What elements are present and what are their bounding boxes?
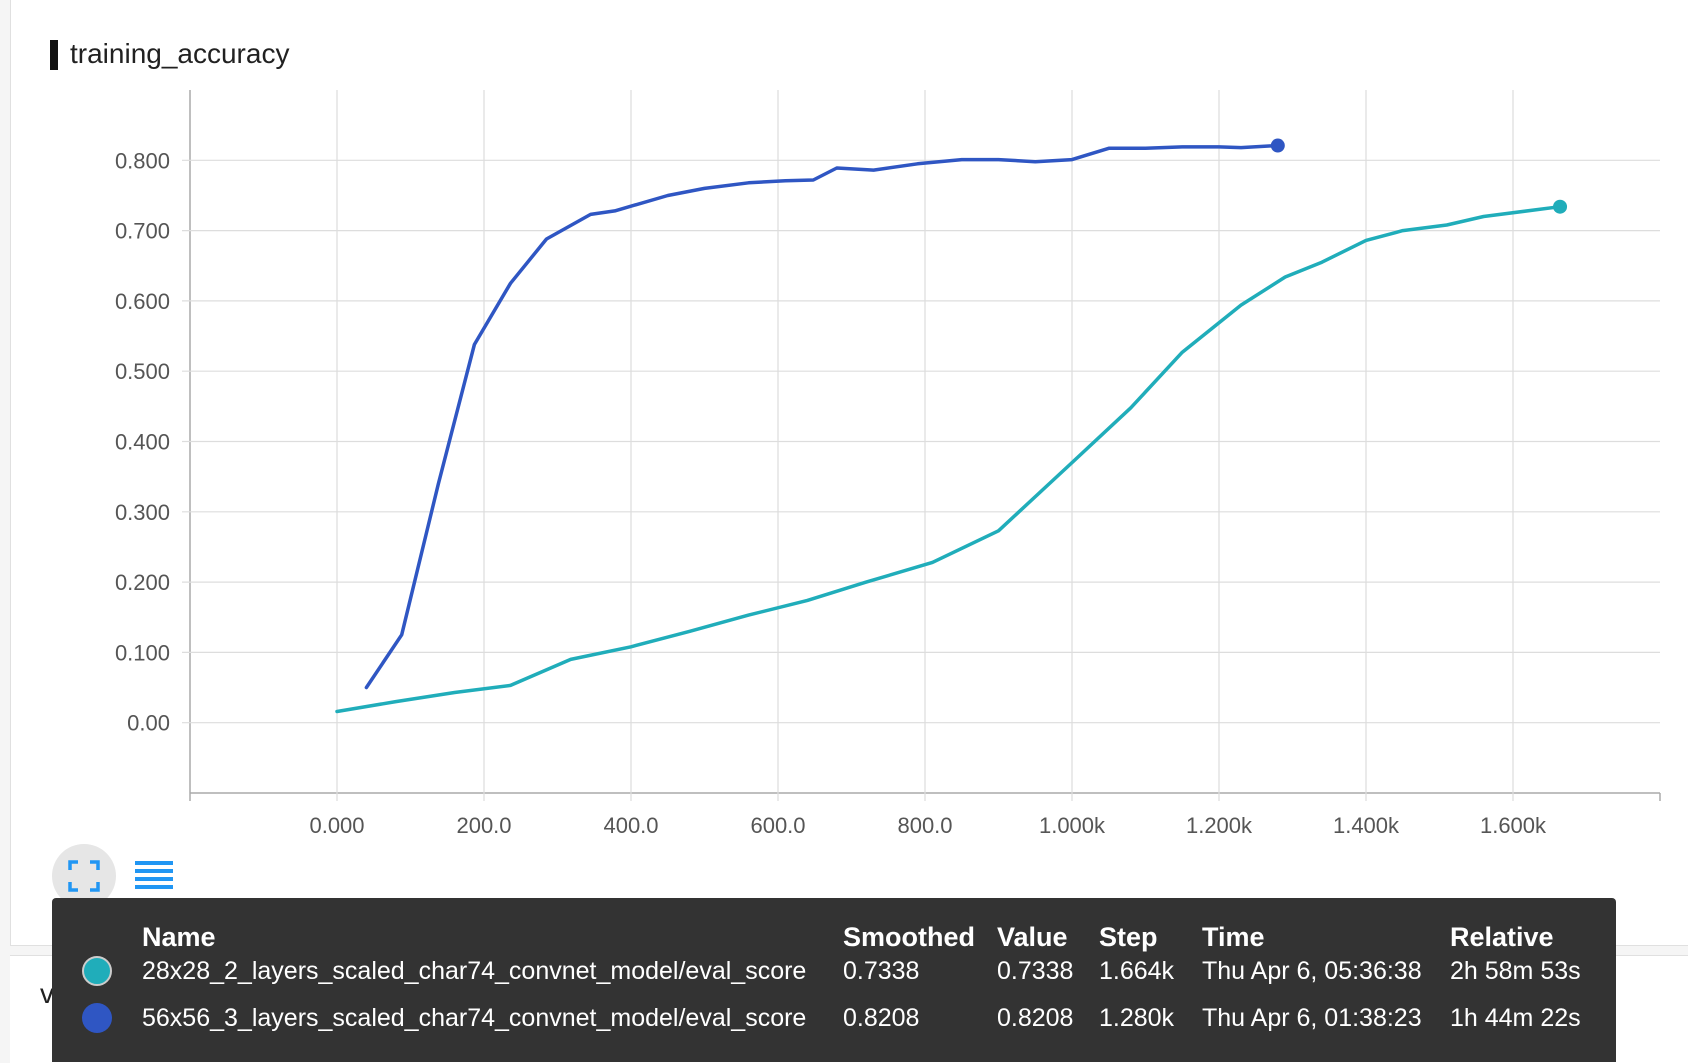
x-tick-label: 800.0 (897, 813, 952, 838)
row-smoothed: 0.7338 (843, 957, 920, 985)
header-smoothed: Smoothed (843, 922, 975, 952)
fullscreen-icon (68, 860, 100, 892)
row-relative: 2h 58m 53s (1450, 957, 1581, 985)
line-chart[interactable]: 0.000 200.0 400.0 600.0 800.0 1.000k 1.200k 1.4… (0, 0, 1688, 860)
series-swatch-56x56 (82, 1003, 112, 1033)
row-value: 0.7338 (997, 957, 1074, 985)
y-tick-label: 0.500 (115, 359, 170, 384)
y-tick-label: 0.00 (127, 711, 170, 736)
row-name: 56x56_3_layers_scaled_char74_convnet_mod… (142, 1004, 807, 1032)
x-tick-label: 1.200k (1186, 813, 1253, 838)
x-tick-label: 1.600k (1480, 813, 1547, 838)
y-tick-label: 0.400 (115, 430, 170, 455)
header-time: Time (1202, 922, 1265, 952)
x-tick-label: 600.0 (750, 813, 805, 838)
header-value: Value (997, 922, 1068, 952)
data-tooltip: Name Smoothed Value Step Time Relative 2… (52, 898, 1616, 1062)
y-tick-label: 0.700 (115, 219, 170, 244)
series-endpoint-1 (1270, 138, 1285, 153)
row-value: 0.8208 (997, 1004, 1074, 1032)
y-tick-label: 0.100 (115, 640, 170, 665)
x-tick-label: 1.000k (1039, 813, 1106, 838)
row-step: 1.664k (1099, 957, 1175, 985)
series-swatch-28x28 (82, 956, 112, 986)
title-marker (50, 40, 58, 70)
toggle-lines-button[interactable] (122, 844, 186, 908)
y-tick-label: 0.300 (115, 500, 170, 525)
row-smoothed: 0.8208 (843, 1004, 920, 1032)
x-tick-label: 0.000 (309, 813, 364, 838)
header-name: Name (142, 922, 216, 952)
series-line-1 (364, 143, 1280, 690)
row-time: Thu Apr 6, 05:36:38 (1202, 957, 1422, 985)
row-relative: 1h 44m 22s (1450, 1004, 1581, 1032)
fullscreen-button[interactable] (52, 844, 116, 908)
lines-icon (135, 861, 173, 889)
header-step: Step (1099, 922, 1158, 952)
x-tick-label: 200.0 (456, 813, 511, 838)
row-name: 28x28_2_layers_scaled_char74_convnet_mod… (142, 957, 807, 985)
chart-title: training_accuracy (70, 38, 290, 69)
y-tick-label: 0.800 (115, 148, 170, 173)
row-time: Thu Apr 6, 01:38:23 (1202, 1004, 1422, 1032)
y-tick-label: 0.600 (115, 289, 170, 314)
header-relative: Relative (1450, 922, 1554, 952)
x-tick-label: 400.0 (603, 813, 658, 838)
series-line-0 (335, 204, 1562, 714)
x-tick-label: 1.400k (1333, 813, 1400, 838)
row-step: 1.280k (1099, 1004, 1175, 1032)
y-tick-label: 0.200 (115, 570, 170, 595)
series-endpoint-0 (1553, 199, 1568, 214)
chart-card (10, 0, 1688, 946)
